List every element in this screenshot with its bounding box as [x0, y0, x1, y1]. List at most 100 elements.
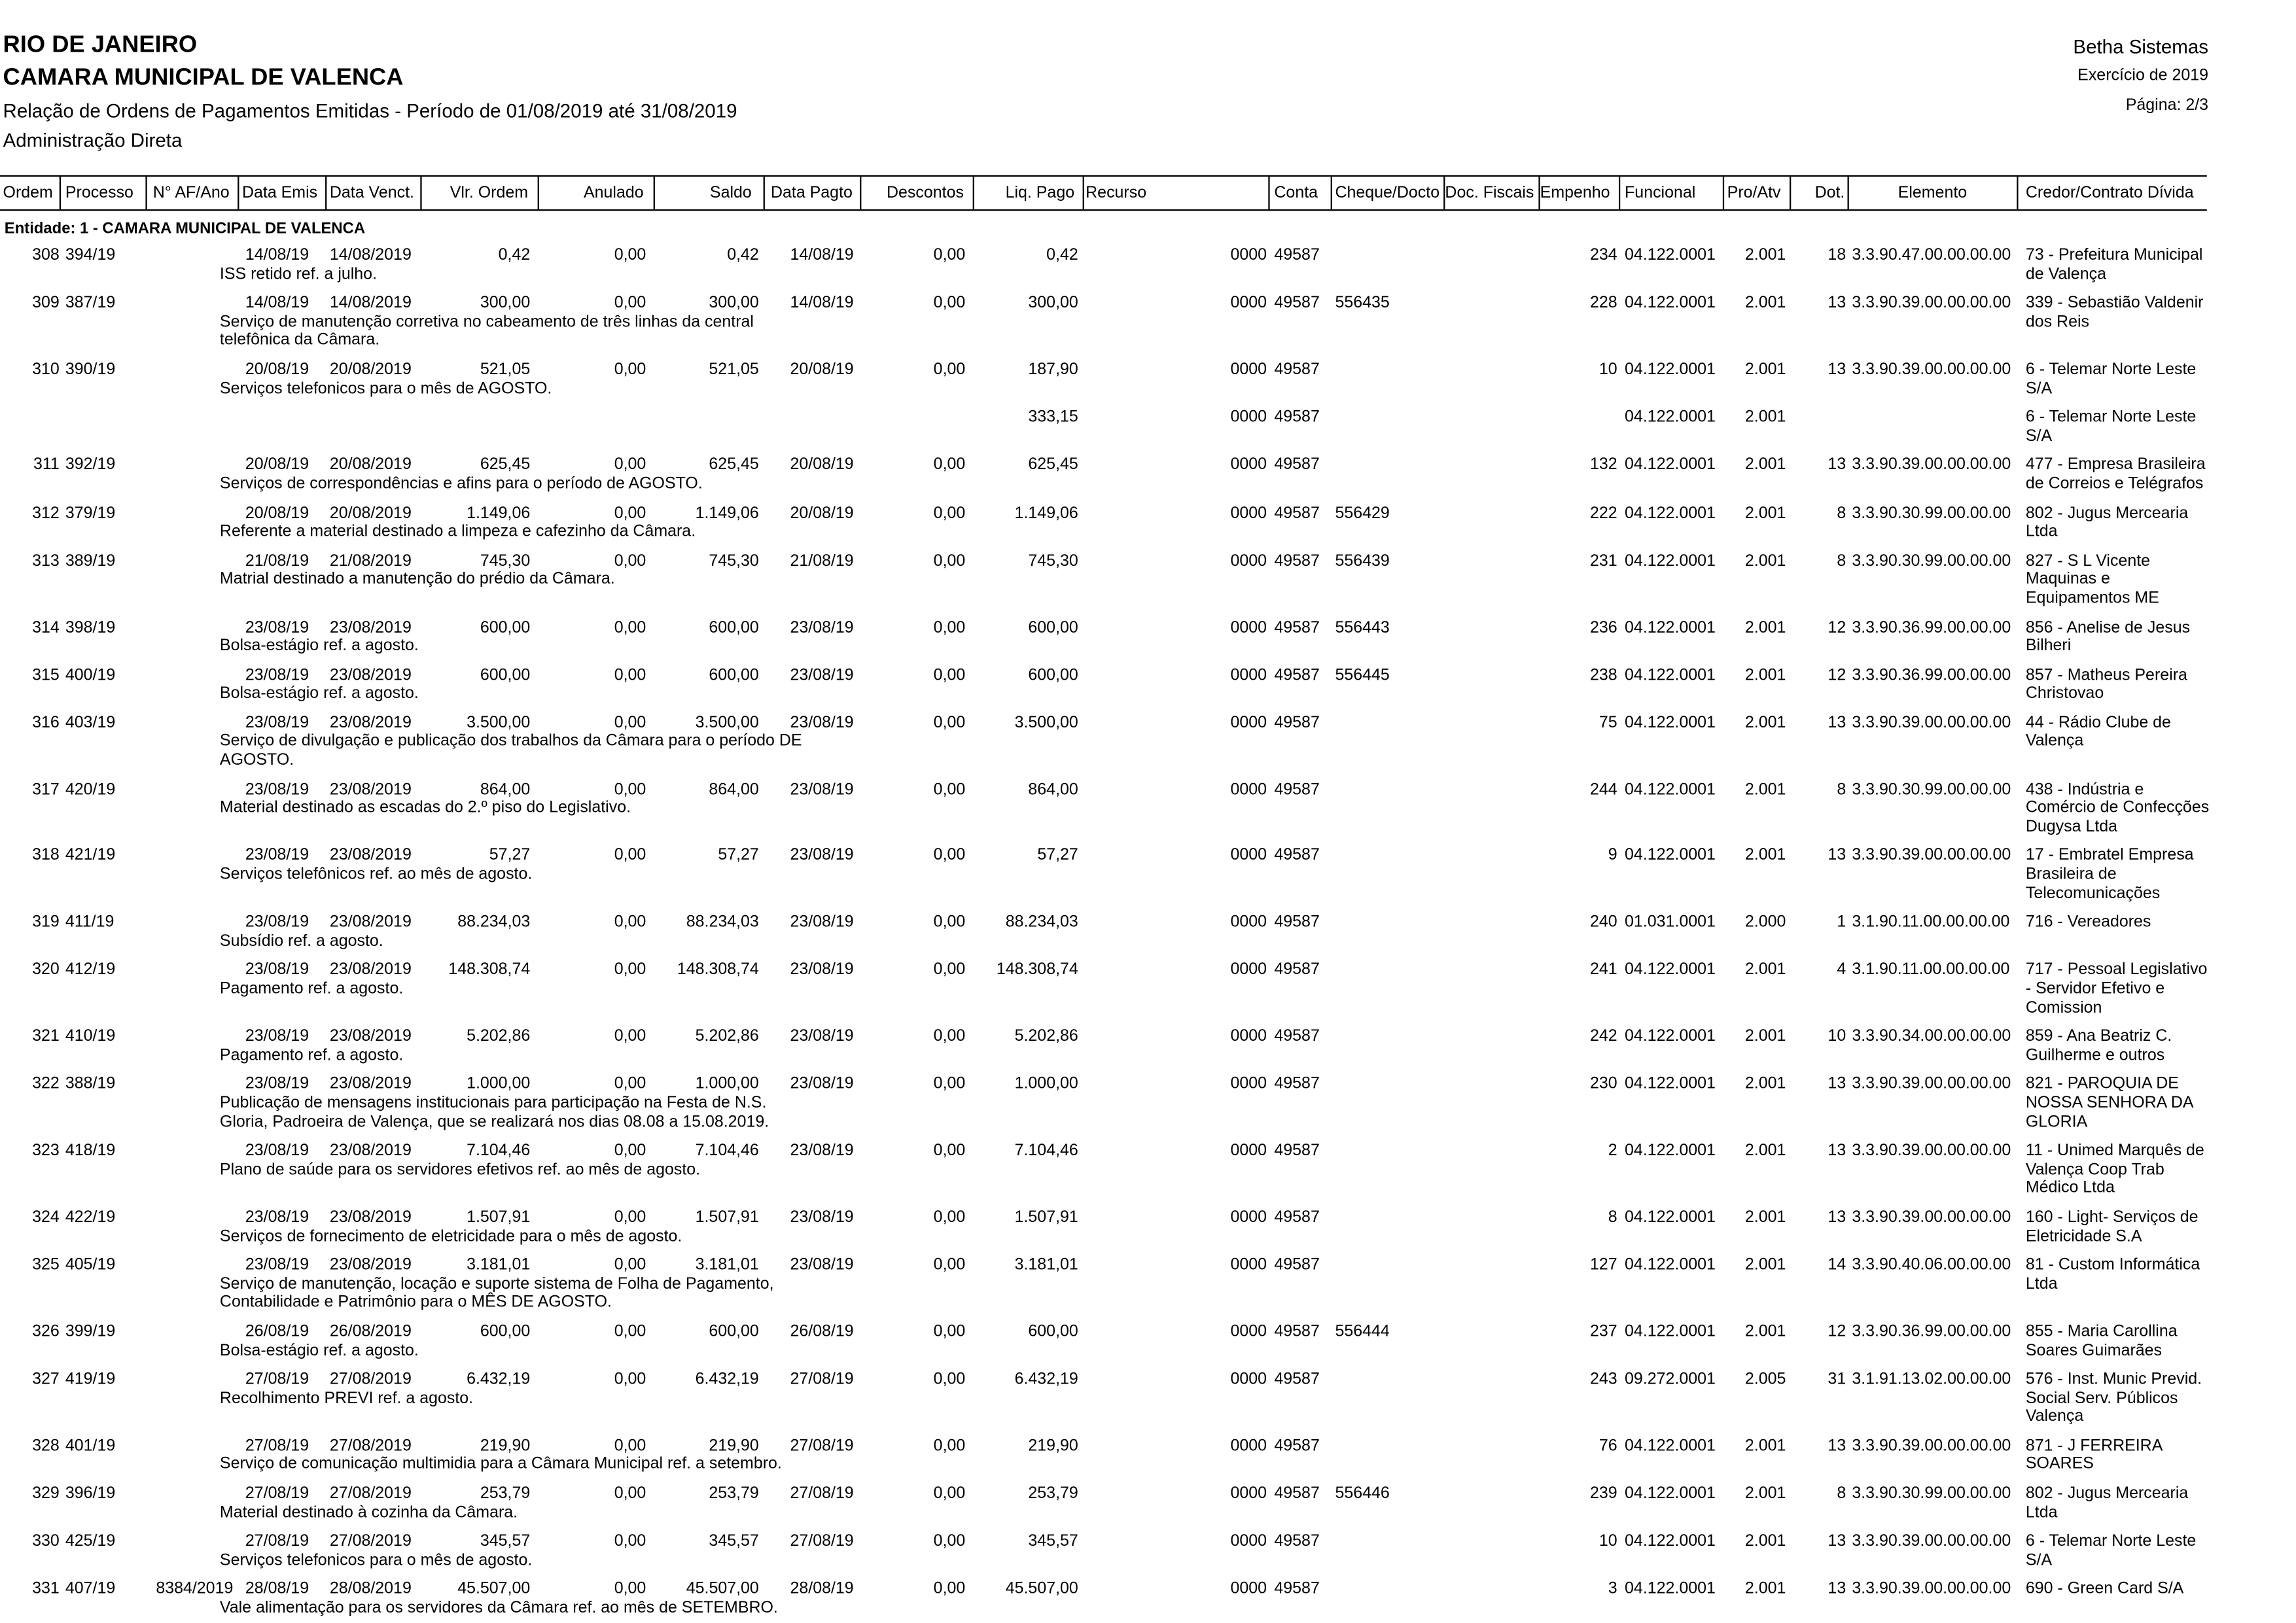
- cell-cheq: 556435: [1335, 294, 1390, 313]
- cell-vlr: 600,00: [480, 666, 531, 684]
- cell-emp: 240: [1590, 913, 1617, 932]
- cell-dot: 13: [1828, 1580, 1846, 1599]
- cell-ordem: 320: [32, 961, 60, 979]
- cell-emp: 76: [1598, 1437, 1617, 1456]
- cell-pro: 2.001: [1744, 1323, 1786, 1341]
- cell-venc: 26/08/2019: [329, 1323, 412, 1341]
- record-line: 310 390/19 20/08/19 20/08/2019 521,05 0,00 521…: [0, 360, 2026, 379]
- cell-ordem: 321: [32, 1028, 60, 1046]
- cell-emis: 27/08/19: [245, 1437, 309, 1456]
- column-header: Saldo: [709, 184, 752, 202]
- cell-venc: 20/08/2019: [329, 504, 412, 522]
- record-line: 331 407/19 8384/2019 28/08/19 28/08/2019 45.5…: [0, 1580, 2026, 1599]
- cell-anul: 0,00: [614, 913, 646, 932]
- column-separator: [1082, 177, 1084, 210]
- record-line: 329 396/19 27/08/19 27/08/2019 253,79 0,00 253…: [0, 1485, 2026, 1504]
- cell-venc: 23/08/2019: [329, 714, 412, 732]
- cell-cheq: 556445: [1335, 666, 1390, 684]
- cell-rec: 0000: [1230, 1484, 1267, 1503]
- cell-emis: 20/08/19: [245, 456, 309, 474]
- cell-ordem: 328: [32, 1437, 60, 1456]
- column-separator: [860, 177, 862, 210]
- cell-af: 8384/2019: [156, 1580, 234, 1599]
- cell-elem: 3.3.90.39.00.00.00.00: [1852, 846, 2011, 865]
- cell-pagto: 23/08/19: [790, 666, 854, 684]
- column-separator: [653, 177, 655, 210]
- creditor: 6 - Telemar Norte Leste S/A: [2025, 1532, 2197, 1569]
- cell-anul: 0,00: [614, 1256, 646, 1274]
- cell-func: 04.122.0001: [1625, 1075, 1716, 1094]
- cell-ordem: 313: [32, 551, 60, 570]
- cell-func: 04.122.0001: [1625, 246, 1716, 265]
- cell-rec: 0000: [1230, 1580, 1267, 1599]
- cell-emis: 23/08/19: [245, 1075, 309, 1094]
- cell-ordem: 330: [32, 1532, 60, 1551]
- cell-proc: 425/19: [65, 1532, 116, 1551]
- cell-emis: 27/08/19: [245, 1484, 309, 1503]
- cell-pagto: 14/08/19: [790, 294, 854, 313]
- column-header: Credor/Contrato Dívida: [2025, 184, 2194, 202]
- cell-elem: 3.3.90.39.00.00.00.00: [1852, 360, 2011, 379]
- cell-rec: 0000: [1230, 666, 1267, 684]
- cell-pro: 2.001: [1744, 1256, 1786, 1274]
- cell-liq: 600,00: [1028, 1323, 1078, 1341]
- column-header: Data Pagto: [770, 184, 853, 202]
- cell-pro: 2.000: [1744, 913, 1786, 932]
- cell-conta: 49587: [1274, 1323, 1320, 1341]
- record-line: 320 412/19 23/08/19 23/08/2019 148.308,74 0,0…: [0, 961, 2026, 980]
- cell-cheq: 556444: [1335, 1323, 1390, 1341]
- cell-elem: 3.3.90.39.00.00.00.00: [1852, 1580, 2011, 1599]
- cell-pagto: 23/08/19: [790, 1142, 854, 1160]
- cell-elem: 3.3.90.39.00.00.00.00: [1852, 456, 2011, 474]
- cell-elem: 3.3.90.30.99.00.00.00: [1852, 780, 2011, 799]
- cell-elem: 3.3.90.39.00.00.00.00: [1852, 294, 2011, 313]
- cell-emp: 237: [1590, 1323, 1617, 1341]
- cell-emis: 23/08/19: [245, 618, 309, 637]
- record-fields: 326 399/19 26/08/19 26/08/2019 600,00 0,00 600…: [0, 1323, 2026, 1360]
- creditor: 81 - Custom Informática Ltda: [2025, 1256, 2200, 1293]
- column-header: Descontos: [887, 184, 964, 202]
- cell-pagto: 23/08/19: [790, 780, 854, 799]
- cell-pagto: 14/08/19: [790, 246, 854, 265]
- cell-desc: 0,00: [933, 1323, 966, 1341]
- cell-pro: 2.005: [1744, 1370, 1786, 1389]
- cell-dot: 13: [1828, 846, 1846, 865]
- cell-vlr: 219,90: [480, 1437, 531, 1456]
- record: 308 394/19 14/08/19 14/08/2019 0,42 0,00 0,42 1…: [0, 247, 2296, 294]
- description: Pagamento ref. a agosto.: [219, 980, 404, 998]
- cell-liq: 333,15: [1028, 408, 1078, 427]
- cell-liq: 45.507,00: [1005, 1580, 1078, 1599]
- cell-proc: 418/19: [65, 1142, 116, 1160]
- cell-emis: 14/08/19: [245, 246, 309, 265]
- column-separator: [972, 177, 974, 210]
- cell-rec: 0000: [1230, 961, 1267, 979]
- cell-pagto: 23/08/19: [790, 618, 854, 637]
- cell-pagto: 27/08/19: [790, 1370, 854, 1389]
- creditor: 339 - Sebastião Valdenir dos Reis: [2025, 294, 2204, 331]
- cell-proc: 420/19: [65, 780, 116, 799]
- cell-pro: 2.001: [1744, 780, 1786, 799]
- creditor: 690 - Green Card S/A: [2025, 1580, 2184, 1599]
- record-fields: 321 410/19 23/08/19 23/08/2019 5.202,86 0,00 5…: [0, 1028, 2026, 1065]
- record: 316 403/19 23/08/19 23/08/2019 3.500,00 0,00 3…: [0, 714, 2296, 780]
- cell-func: 04.122.0001: [1625, 714, 1716, 732]
- cell-ordem: 312: [32, 504, 60, 522]
- record-fields: 312 379/19 20/08/19 20/08/2019 1.149,06 0,00 1…: [0, 504, 2026, 542]
- cell-conta: 49587: [1274, 780, 1320, 799]
- cell-saldo: 600,00: [709, 666, 759, 684]
- record: 330 425/19 27/08/19 27/08/2019 345,57 0,00 345…: [0, 1533, 2296, 1580]
- record-line: 324 422/19 23/08/19 23/08/2019 1.507,91 0,00 1…: [0, 1208, 2026, 1227]
- record-fields: 308 394/19 14/08/19 14/08/2019 0,42 0,00 0,42 1…: [0, 247, 2026, 284]
- cell-dot: 13: [1828, 1075, 1846, 1094]
- cell-desc: 0,00: [933, 1256, 966, 1274]
- column-separator: [1330, 177, 1332, 210]
- cell-ordem: 308: [32, 246, 60, 265]
- cell-dot: 31: [1828, 1370, 1846, 1389]
- cell-emis: 20/08/19: [245, 360, 309, 379]
- cell-ordem: 327: [32, 1370, 60, 1389]
- cell-vlr: 745,30: [480, 551, 531, 570]
- cell-vlr: 45.507,00: [457, 1580, 531, 1599]
- cell-conta: 49587: [1274, 1208, 1320, 1227]
- cell-emp: 8: [1608, 1208, 1617, 1227]
- description: ISS retido ref. a julho.: [219, 265, 378, 283]
